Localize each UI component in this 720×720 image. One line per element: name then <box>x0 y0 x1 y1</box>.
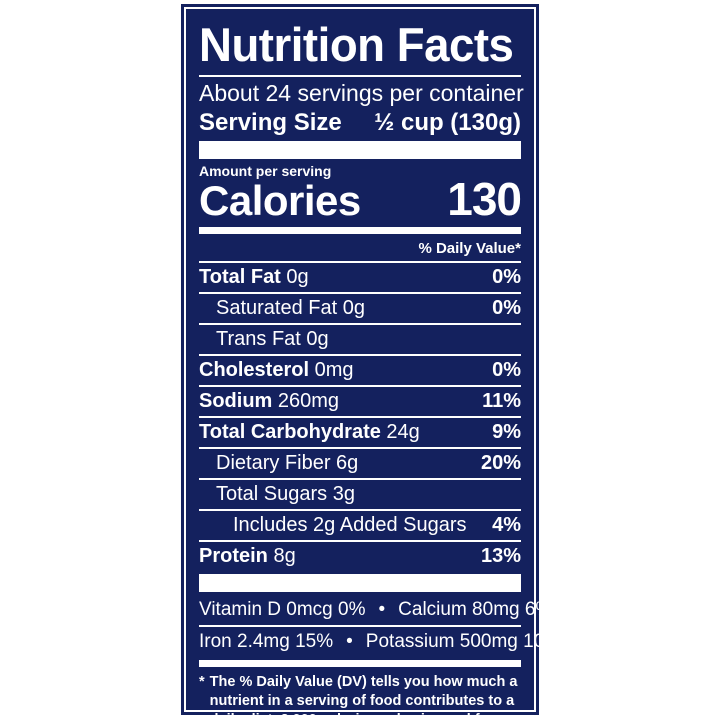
nutrient-amount: 0g <box>300 328 329 350</box>
nutrient-name: Sodium <box>199 390 273 412</box>
divider-thick-above-calories <box>199 141 521 159</box>
serving-size-label: Serving Size <box>199 109 342 136</box>
nutrient-row-divider <box>199 385 521 387</box>
nutrition-facts-title: Nutrition Facts <box>199 18 514 71</box>
nutrient-row-divider <box>199 323 521 325</box>
nutrient-label: Total Fat 0g <box>199 263 309 292</box>
nutrient-label: Sodium 260mg <box>199 387 339 416</box>
footnote-text: The % Daily Value (DV) tells you how muc… <box>209 674 518 720</box>
nutrient-amount: 3g <box>327 483 355 505</box>
nutrient-amount: 6g <box>330 452 359 474</box>
divider-under-title <box>199 75 521 77</box>
nutrient-name: Dietary Fiber <box>216 452 331 474</box>
nutrient-name: Total Carbohydrate <box>199 421 381 443</box>
nutrient-list: Total Fat 0g 0% Saturated Fat 0g 0% Trans Fa… <box>199 263 521 571</box>
vitamin-row: Iron 2.4mg 15% • Potassium 500mg 10% <box>199 627 561 657</box>
nutrient-amount: 0mg <box>309 359 354 381</box>
nutrient-label: Total Sugars 3g <box>216 480 355 509</box>
nutrient-percent-dv: 0% <box>492 266 521 288</box>
vitamin-entry-right: Calcium 80mg 6% <box>398 599 553 620</box>
amount-per-serving-label: Amount per serving <box>199 163 332 179</box>
nutrient-row-divider <box>199 478 521 480</box>
nutrition-facts-panel: Nutrition Facts About 24 servings per co… <box>181 4 561 720</box>
nutrient-row: Total Carbohydrate 24g 9% <box>199 418 521 447</box>
serving-size-value: ½ cup (130g) <box>374 109 521 136</box>
nutrient-name: Saturated Fat <box>216 297 338 319</box>
nutrient-row-divider <box>199 509 521 511</box>
nutrient-amount: 260mg <box>272 390 340 412</box>
vitamin-entry-right: Potassium 500mg 10% <box>365 631 562 652</box>
footnote-asterisk: * <box>199 674 205 690</box>
daily-value-footnote: * The % Daily Value (DV) tells you how m… <box>199 670 521 720</box>
nutrient-row-divider <box>199 354 521 356</box>
nutrient-name: Trans Fat <box>216 328 301 350</box>
nutrient-row: Sodium 260mg 11% <box>199 387 521 416</box>
nutrient-name: Cholesterol <box>199 359 310 381</box>
nutrient-name: Total Sugars <box>216 483 328 505</box>
nutrient-row: Trans Fat 0g <box>199 325 521 354</box>
nutrient-label: Saturated Fat 0g <box>216 294 365 323</box>
nutrient-percent-dv: 20% <box>480 452 521 474</box>
bullet-separator-icon: • <box>378 599 386 620</box>
bullet-separator-icon: • <box>346 631 353 652</box>
divider-medium-above-footnote <box>199 660 521 667</box>
divider-thick-above-vitamins <box>199 574 521 592</box>
vitamin-list: Vitamin D 0mcg 0% • Calcium 80mg 6% Iron 2.… <box>199 595 561 657</box>
nutrient-row-divider <box>199 416 521 418</box>
nutrient-row: Saturated Fat 0g 0% <box>199 294 521 323</box>
daily-value-header: % Daily Value* <box>418 240 521 257</box>
vitamin-row: Vitamin D 0mcg 0% • Calcium 80mg 6% <box>199 595 552 625</box>
nutrient-row: Cholesterol 0mg 0% <box>199 356 521 385</box>
calories-value: 130 <box>447 173 522 225</box>
nutrient-name: Protein <box>199 545 268 567</box>
nutrient-row: Dietary Fiber 6g 20% <box>199 449 521 478</box>
nutrient-row-divider <box>199 540 521 542</box>
nutrient-percent-dv: 0% <box>492 359 521 381</box>
nutrient-row-divider <box>199 292 521 294</box>
nutrient-row: Total Fat 0g 0% <box>199 263 521 292</box>
nutrient-amount: 24g <box>380 421 420 443</box>
nutrient-percent-dv: 13% <box>480 545 521 567</box>
nutrient-row: Total Sugars 3g <box>199 480 521 509</box>
divider-above-nutrients <box>199 261 521 263</box>
vitamin-entry-left: Iron 2.4mg 15% <box>199 631 334 652</box>
nutrient-label: Protein 8g <box>199 542 296 571</box>
nutrient-percent-dv: 4% <box>492 514 521 536</box>
nutrient-amount: 8g <box>267 545 296 567</box>
nutrient-percent-dv: 0% <box>492 297 521 319</box>
nutrient-amount: 0g <box>337 297 365 319</box>
nutrient-label: Total Carbohydrate 24g <box>199 418 420 447</box>
nutrient-name: Total Fat <box>199 266 281 288</box>
nutrition-facts-inner-frame: Nutrition Facts About 24 servings per co… <box>184 7 561 720</box>
nutrient-amount: 0g <box>280 266 309 288</box>
nutrient-label: Cholesterol 0mg <box>199 356 354 385</box>
nutrient-label: Dietary Fiber 6g <box>216 449 358 478</box>
nutrient-percent-dv: 9% <box>492 421 521 443</box>
nutrient-label: Trans Fat 0g <box>216 325 329 354</box>
calories-label: Calories <box>199 177 361 224</box>
vitamin-row-divider <box>199 625 521 627</box>
calories-row: Calories 130 <box>199 173 522 225</box>
nutrient-row-divider <box>199 447 521 449</box>
servings-per-container: About 24 servings per container <box>199 80 524 106</box>
nutrient-label: Includes 2g Added Sugars <box>233 511 467 540</box>
nutrient-percent-dv: 11% <box>482 390 521 412</box>
serving-size-row: Serving Size ½ cup (130g) <box>199 108 521 138</box>
nutrient-row: Protein 8g 13% <box>199 542 521 571</box>
nutrient-row: Includes 2g Added Sugars 4% <box>199 511 521 540</box>
nutrition-facts-content: Nutrition Facts About 24 servings per co… <box>199 9 561 720</box>
divider-medium-under-calories <box>199 227 521 234</box>
vitamin-entry-left: Vitamin D 0mcg 0% <box>199 599 366 620</box>
nutrient-name: Includes 2g Added Sugars <box>233 514 467 536</box>
